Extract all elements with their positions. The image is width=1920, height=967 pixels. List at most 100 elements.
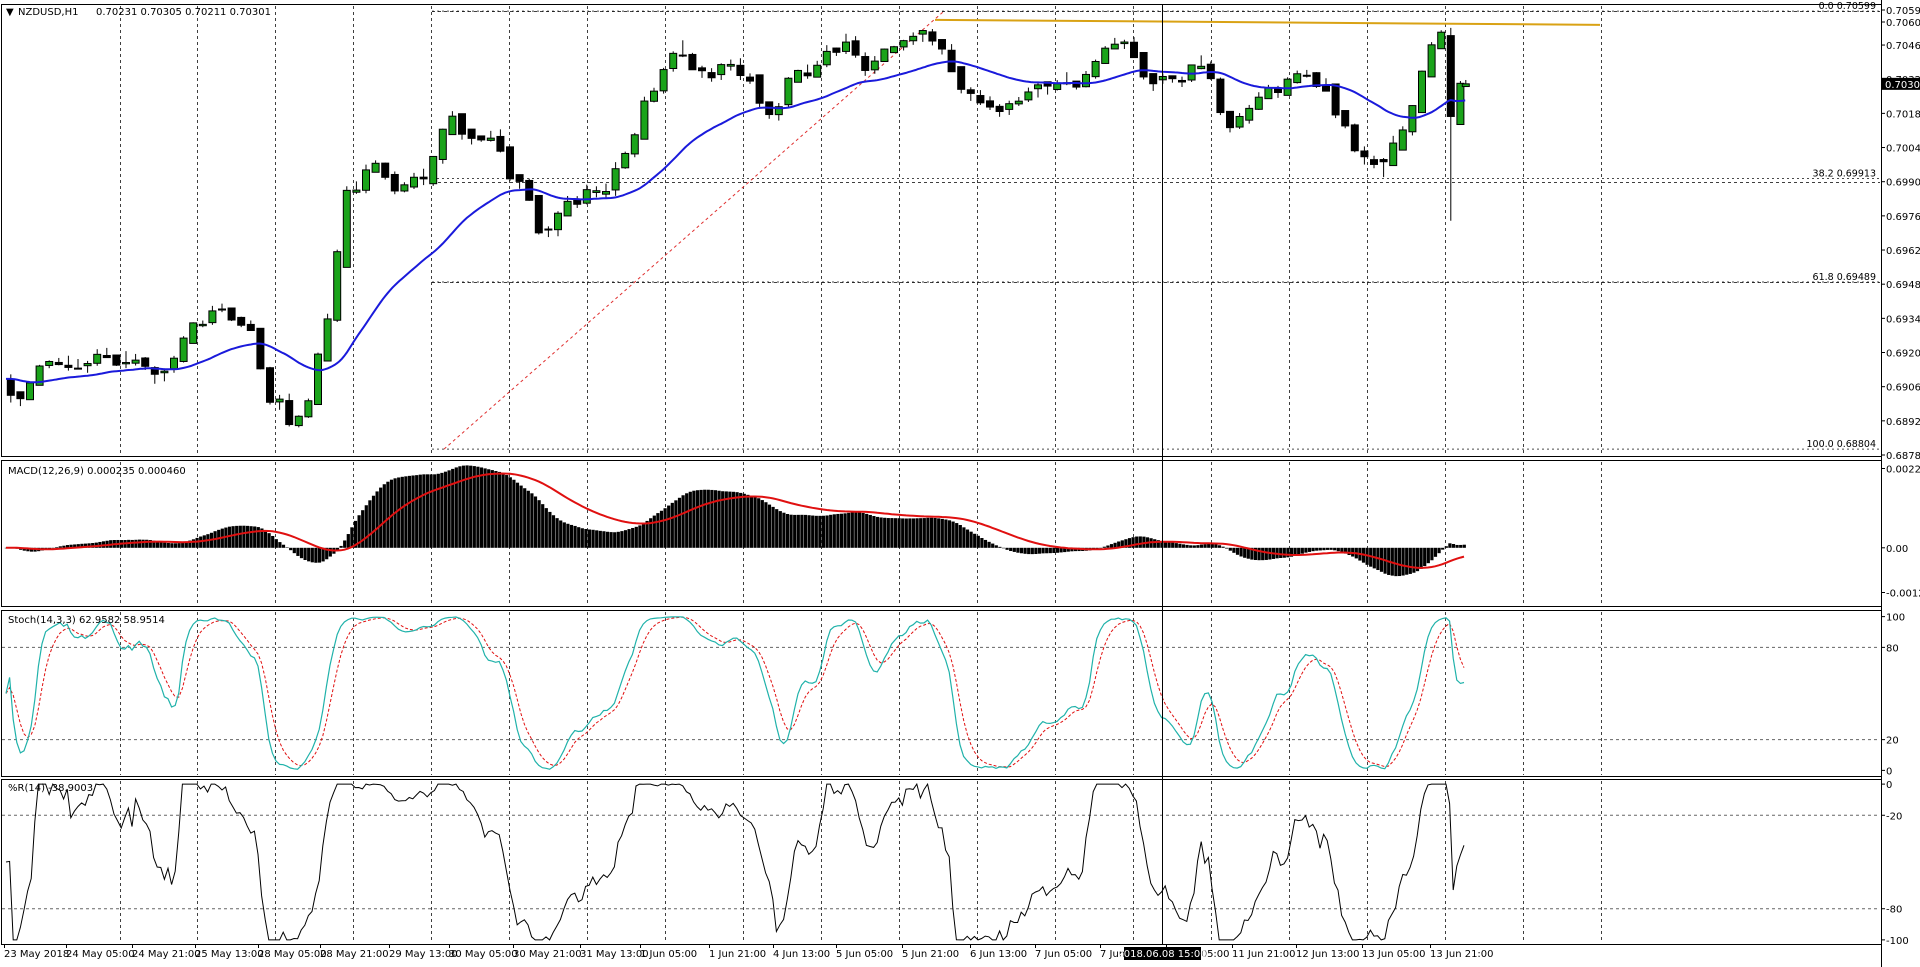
- macd-bar: [242, 525, 246, 548]
- candle-body: [438, 128, 447, 160]
- macd-bar: [303, 547, 307, 561]
- moving-average-layer: [6, 60, 1466, 384]
- macd-bar: [681, 495, 685, 548]
- time-tick-label: 28 May 05:00: [258, 949, 327, 960]
- macd-bar: [249, 526, 253, 548]
- candle-body: [995, 105, 1004, 112]
- candle-body: [16, 391, 25, 400]
- macd-bar: [505, 475, 509, 548]
- stoch-label: Stoch(14,3,3) 62.9582 58.9514: [8, 615, 165, 626]
- macd-bar: [1124, 539, 1128, 548]
- macd-bar: [447, 470, 451, 548]
- macd-bar: [703, 489, 707, 548]
- macd-bar: [1315, 547, 1319, 551]
- candle-body: [669, 52, 678, 70]
- wpr-tick-label: 0: [1886, 780, 1892, 791]
- macd-bar: [677, 497, 682, 548]
- macd-bar: [785, 513, 790, 548]
- macd-bar: [933, 518, 937, 548]
- macd-bar: [1027, 547, 1031, 555]
- stochastic-layer: [2, 616, 1880, 770]
- macd-bar: [299, 547, 304, 559]
- macd-tick-label: 0.002218: [1886, 465, 1920, 476]
- candle-body: [986, 100, 994, 108]
- candle-body: [630, 134, 639, 155]
- macd-bar: [69, 544, 73, 548]
- candle-body: [1139, 51, 1148, 78]
- macd-bar: [1041, 547, 1045, 554]
- candle-body: [506, 146, 514, 180]
- macd-bar: [1167, 542, 1171, 548]
- macd-bar: [339, 545, 343, 548]
- macd-bar: [577, 527, 581, 548]
- macd-bar: [555, 518, 559, 548]
- macd-bar: [595, 530, 599, 548]
- macd-bar: [1019, 547, 1024, 554]
- candle-body: [1389, 142, 1398, 167]
- macd-bar: [415, 475, 419, 548]
- time-tick-label: 25 May 13:00: [195, 949, 264, 960]
- macd-bar: [1023, 547, 1027, 554]
- macd-bar: [397, 477, 401, 548]
- candle-body: [26, 382, 34, 401]
- macd-bar: [353, 520, 358, 548]
- macd-bar: [1099, 547, 1103, 549]
- candle-body: [650, 90, 658, 102]
- wpr-label: %R(14) -38.9003: [8, 783, 93, 794]
- macd-bar: [717, 490, 721, 548]
- macd-bar: [1203, 544, 1207, 548]
- candle-body: [429, 155, 438, 185]
- macd-bar: [1001, 547, 1006, 549]
- macd-bar: [829, 514, 833, 548]
- candle-body: [707, 72, 716, 79]
- chart-title-icon[interactable]: ▼: [6, 7, 14, 18]
- candle-body: [602, 191, 610, 195]
- macd-bar: [998, 546, 1002, 548]
- macd-bar: [652, 515, 656, 548]
- candle-body: [208, 310, 217, 324]
- macd-bar: [811, 515, 815, 548]
- macd-bar: [379, 487, 383, 548]
- macd-bar: [598, 530, 602, 548]
- candle-body: [64, 364, 73, 368]
- macd-bar: [523, 488, 527, 548]
- macd-bar: [1207, 543, 1211, 548]
- macd-bar: [551, 515, 556, 548]
- wpr-panel-frame: [1, 779, 1882, 945]
- macd-bar: [1178, 543, 1182, 548]
- macd-bar: [407, 475, 412, 548]
- candle-body: [870, 60, 879, 71]
- candle-body: [1053, 83, 1062, 90]
- macd-bar: [1462, 544, 1466, 548]
- candle-body: [170, 357, 178, 370]
- macd-bar: [1322, 547, 1326, 551]
- macd-bar: [314, 547, 318, 563]
- candle-body: [1149, 73, 1158, 85]
- macd-bar: [166, 542, 170, 548]
- candle-body: [1427, 44, 1436, 78]
- candle-body: [83, 363, 92, 367]
- macd-bar: [346, 534, 350, 548]
- candle-body: [1187, 64, 1196, 81]
- candle-body: [1034, 84, 1042, 90]
- candle-body: [304, 400, 313, 418]
- macd-bar: [58, 546, 62, 548]
- candle-body: [957, 66, 966, 90]
- macd-bar: [893, 518, 898, 548]
- macd-bar: [897, 518, 901, 548]
- macd-bar: [461, 465, 466, 548]
- time-tick-label: 1 Jun 05:00: [640, 949, 697, 960]
- macd-bar: [1343, 547, 1348, 554]
- stoch-signal-line: [5, 616, 1465, 768]
- macd-bar: [497, 471, 502, 548]
- macd-bar: [951, 521, 955, 548]
- macd-bar: [641, 523, 646, 548]
- macd-bar: [778, 511, 782, 548]
- macd-bar: [476, 466, 480, 548]
- macd-bar: [627, 529, 631, 548]
- macd-bar: [724, 491, 728, 548]
- macd-bar: [1106, 545, 1110, 548]
- macd-bar: [587, 529, 592, 548]
